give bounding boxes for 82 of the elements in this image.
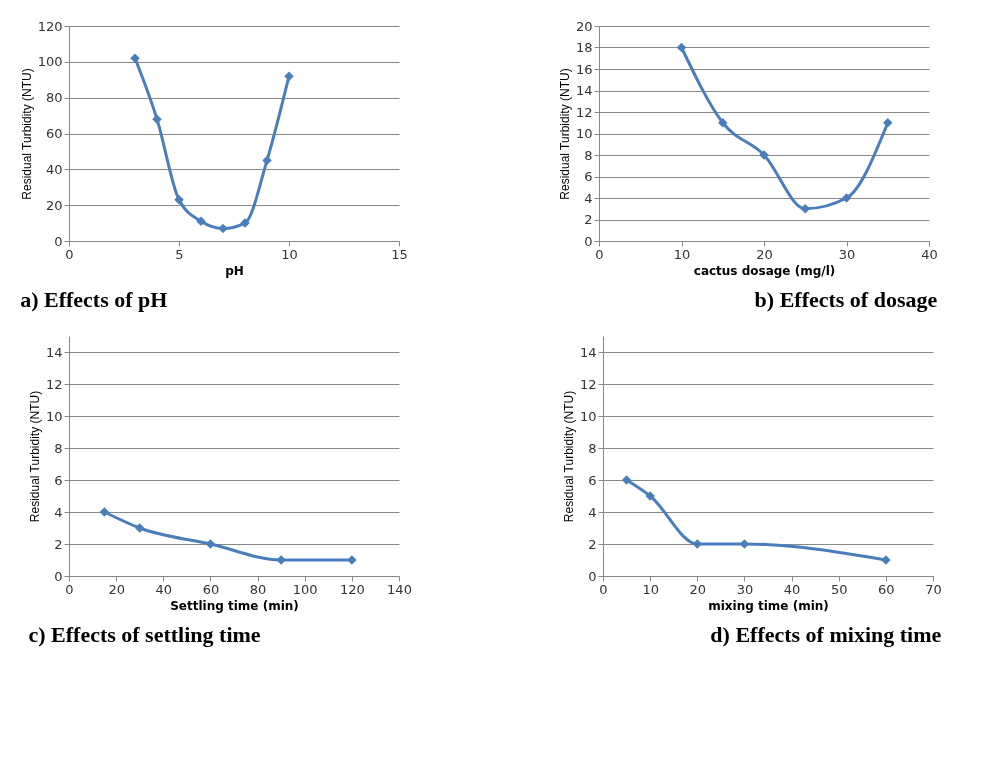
y-tick-label: 4: [584, 190, 593, 206]
x-tick-label: 10: [281, 246, 298, 262]
point: [262, 155, 272, 166]
x-tick-label: 30: [838, 246, 856, 262]
y-tick-label: 0: [584, 233, 593, 249]
point: [800, 204, 810, 214]
text: a) Effects of pH: [20, 287, 168, 312]
point: [134, 523, 145, 533]
x-axis-title: Settling time (min): [170, 598, 299, 613]
y-tick-label: 40: [45, 161, 63, 177]
y-tick-label: 80: [45, 90, 63, 106]
y-axis-title: Residual Turbidity (NTU): [561, 390, 576, 523]
y-tick-label: 14: [579, 344, 597, 360]
point: [205, 539, 216, 549]
x-tick-label: 0: [65, 246, 74, 262]
point: [218, 223, 228, 234]
x-tick-label: 10: [642, 581, 659, 597]
y-tick-label: 6: [588, 472, 597, 488]
x-axis-title: mixing time (min): [708, 598, 829, 613]
x-tick-label: 140: [387, 581, 412, 597]
y-tick-label: 2: [584, 212, 593, 227]
x-axis-title: cactus dosage (mg/l): [693, 263, 836, 278]
point: [841, 193, 852, 203]
y-tick-label: 6: [584, 169, 593, 184]
y-tick-label: 2: [54, 536, 63, 552]
point: [718, 118, 728, 128]
y-tick-label: 14: [575, 83, 593, 98]
y-tick-label: 6: [54, 472, 63, 488]
y-tick-label: 0: [54, 233, 63, 249]
y-tick-label: 10: [575, 126, 593, 141]
x-tick-label: 80: [249, 581, 267, 597]
y-tick-label: 4: [588, 504, 597, 520]
y-tick-label: 20: [45, 197, 63, 213]
x-tick-label: 0: [599, 581, 608, 597]
point: [676, 42, 687, 53]
x-tick-label: 20: [689, 581, 707, 597]
x-tick-label: 60: [202, 581, 220, 597]
y-tick-label: 2: [588, 536, 597, 552]
y-tick-label: 20: [575, 18, 593, 34]
x-tick-label: 20: [108, 581, 125, 597]
x-axis-title: pH: [225, 263, 244, 278]
text: b) Effects of dosage: [754, 287, 938, 312]
y-tick-label: 8: [588, 440, 597, 456]
y-tick-label: 0: [54, 568, 63, 584]
y-tick-label: 100: [37, 54, 63, 70]
text: c) Effects of settling time: [28, 622, 261, 647]
y-axis-title: Residual Turbidity (NTU): [19, 68, 34, 200]
y-tick-label: 8: [54, 440, 63, 456]
point: [196, 216, 206, 227]
x-tick-label: 120: [339, 581, 365, 597]
x-tick-label: 40: [155, 581, 173, 597]
x-tick-label: 40: [921, 246, 938, 262]
y-axis-title: Residual Turbidity (NTU): [557, 68, 572, 200]
y-tick-label: 16: [575, 61, 593, 77]
point: [621, 475, 632, 485]
x-tick-label: 30: [736, 581, 754, 597]
x-tick-label: 60: [878, 581, 895, 597]
y-tick-label: 60: [45, 126, 63, 141]
y-tick-label: 12: [575, 104, 593, 120]
y-tick-label: 10: [579, 408, 597, 424]
point: [883, 118, 893, 128]
y-tick-label: 120: [37, 18, 63, 34]
text: d) Effects of mixing time: [710, 622, 942, 647]
y-tick-label: 18: [575, 40, 593, 55]
y-tick-label: 10: [45, 408, 63, 424]
y-tick-label: 14: [45, 344, 63, 360]
point: [99, 507, 110, 517]
x-tick-label: 0: [65, 581, 74, 597]
x-tick-label: 10: [673, 246, 691, 262]
y-tick-label: 12: [45, 376, 63, 392]
y-tick-label: 12: [579, 376, 597, 392]
y-axis-title: Residual Turbidity (NTU): [27, 390, 42, 523]
y-tick-label: 0: [588, 568, 597, 584]
y-tick-label: 4: [54, 504, 63, 520]
x-tick-label: 100: [292, 581, 318, 597]
x-tick-label: 5: [175, 246, 184, 262]
x-tick-label: 15: [391, 246, 408, 262]
y-tick-label: 8: [584, 147, 593, 163]
x-tick-label: 70: [925, 581, 942, 597]
x-tick-label: 20: [756, 246, 773, 262]
x-tick-label: 50: [830, 581, 848, 597]
x-tick-label: 40: [783, 581, 801, 597]
